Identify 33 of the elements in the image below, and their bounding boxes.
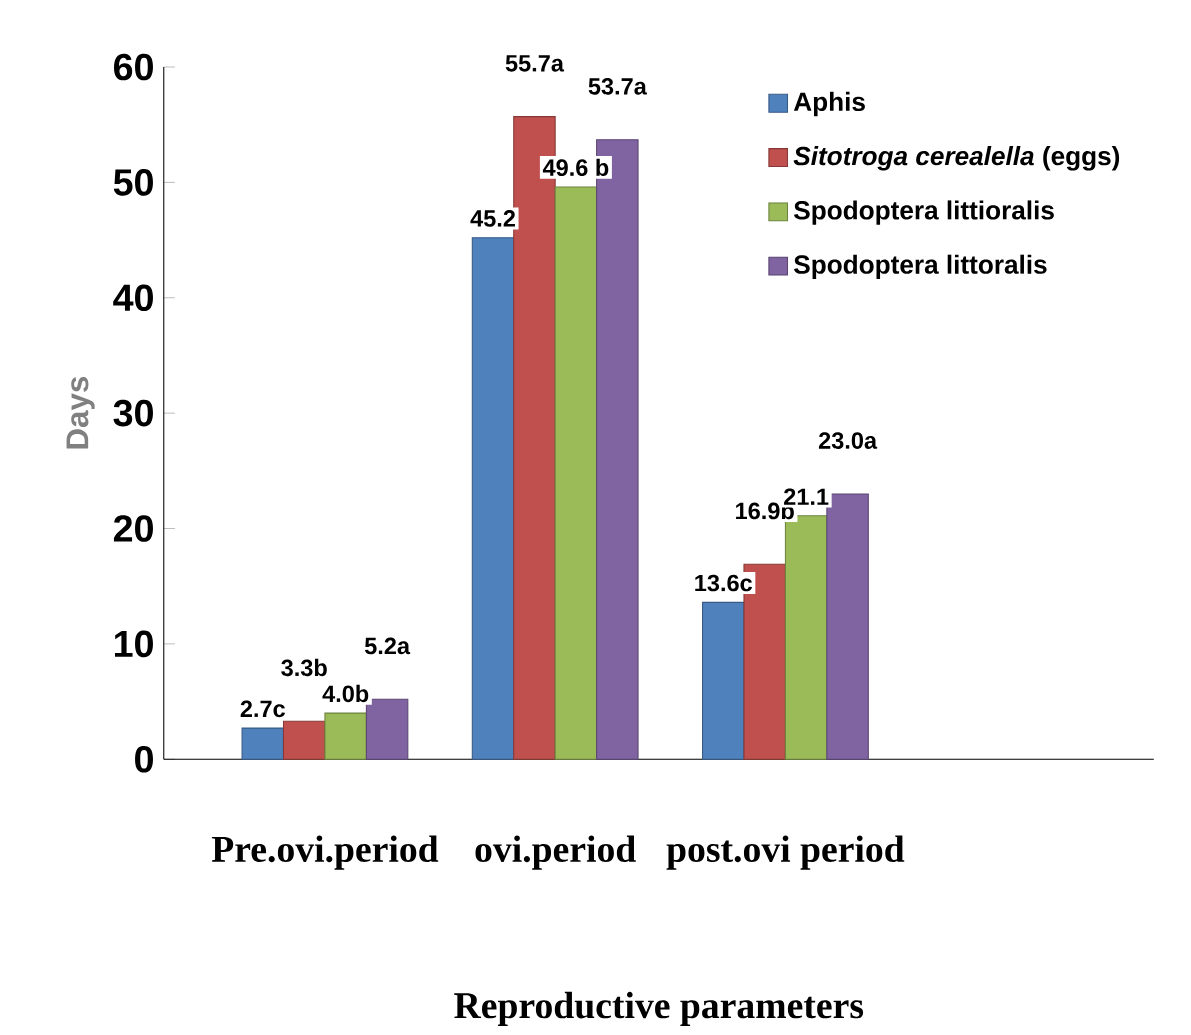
y-tick-label: 50 xyxy=(113,169,153,196)
data-label: 2.7c xyxy=(240,700,285,718)
y-tick-label: 0 xyxy=(135,746,153,773)
bar xyxy=(554,186,598,760)
data-label: 49.6 b xyxy=(542,158,609,177)
data-label: 55.7a xyxy=(505,55,565,72)
legend-label: Spodoptera littioralis xyxy=(794,200,1054,225)
data-label: 5.2a xyxy=(364,637,411,655)
x-tick-label: ovi.period xyxy=(475,835,636,870)
y-tick-label: 20 xyxy=(113,515,153,542)
y-tick-label: 40 xyxy=(113,284,153,312)
x-tick-label: post.ovi period xyxy=(666,835,905,870)
bar xyxy=(282,720,326,760)
y-axis-title: Days xyxy=(66,377,95,449)
data-label: 4.0b xyxy=(322,684,369,703)
bar xyxy=(702,601,745,760)
data-label: 45.2 xyxy=(470,210,515,227)
data-label: 23.0a xyxy=(818,432,878,450)
data-label: 3.3b xyxy=(281,659,327,677)
y-tick-label: 10 xyxy=(115,630,153,658)
y-tick-label: 60 xyxy=(114,53,153,81)
bar xyxy=(324,712,367,760)
bar xyxy=(596,139,639,760)
data-label: 53.7a xyxy=(588,78,647,95)
data-label: 13.6c xyxy=(695,574,752,592)
bar xyxy=(241,727,285,760)
y-tick-label: 30 xyxy=(113,399,153,427)
x-axis-title: Reproductive parameters xyxy=(454,991,864,1027)
legend-label: Sitotroga cerealella (eggs) xyxy=(793,146,1120,171)
bar xyxy=(471,237,515,760)
legend-label: Spodoptera littoralis xyxy=(794,254,1047,280)
legend-label: Aphis xyxy=(793,91,865,117)
x-tick-label: Pre.ovi.period xyxy=(211,835,439,870)
